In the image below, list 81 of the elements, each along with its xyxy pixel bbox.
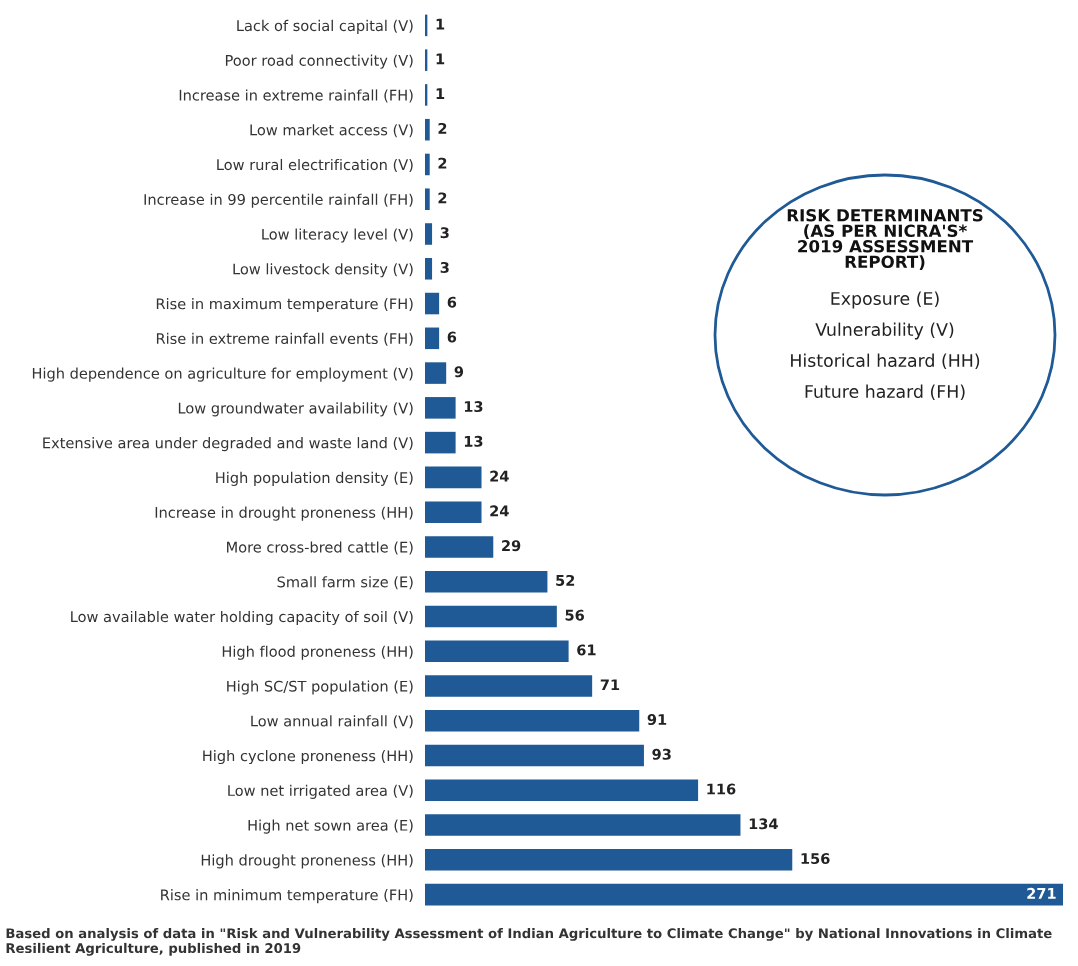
bar [425, 675, 593, 697]
data-label: 271 [1027, 887, 1056, 899]
annotation: Exposure (E) [831, 291, 939, 309]
text: Based on analysis of data in "Risk and Vulnerability Assessment of Indian Agriculture to Climate Change" by National Innovations in Climate Resilient Agriculture, published in 2019 [6, 928, 1052, 956]
bar [425, 814, 741, 836]
y-tick-label: Increase in drought proneness (HH) [155, 506, 413, 521]
y-tick-label: Low literacy level (V) [262, 228, 413, 243]
bar [425, 153, 430, 176]
y-tick-label: Lack of social capital (V) [237, 19, 413, 34]
data-label: 1 [436, 88, 445, 99]
bar [425, 188, 430, 211]
y-tick-label: Low rural electrification (V) [217, 158, 413, 172]
y-tick-label: Low groundwater availability (V) [178, 402, 413, 417]
bar [425, 431, 456, 454]
y-tick-label: Increase in 99 percentile rainfall (FH) [144, 193, 413, 208]
y-tick-label: Small farm size (E) [277, 576, 413, 590]
y-tick-label: Low livestock density (V) [233, 263, 413, 278]
bar [425, 779, 699, 802]
y-tick-label: Low net irrigated area (V) [228, 784, 413, 799]
data-label: 93 [652, 748, 671, 760]
data-label: 6 [447, 331, 457, 343]
bar [425, 605, 557, 628]
bar [425, 223, 433, 245]
data-label: 2 [438, 157, 447, 169]
y-tick-label: High cyclone proneness (HH) [203, 750, 413, 765]
bar [425, 570, 548, 593]
y-tick-label: Rise in maximum temperature (FH) [156, 298, 413, 313]
y-tick-label: High flood proneness (HH) [222, 645, 413, 660]
bar [425, 118, 430, 141]
y-tick-label: Poor road connectivity (V) [225, 54, 413, 69]
y-tick-label: High drought proneness (HH) [201, 854, 413, 869]
data-label: 24 [490, 505, 509, 517]
annotation: Vulnerability (V) [815, 322, 954, 340]
data-label: 13 [464, 435, 483, 447]
bar [425, 397, 456, 419]
y-tick-label: More cross-bred cattle (E) [227, 541, 413, 555]
annotation: Historical hazard (HH) [791, 353, 980, 370]
bar [425, 362, 447, 384]
data-label: 3 [440, 261, 449, 273]
data-label: 6 [447, 296, 457, 308]
bar [425, 257, 433, 280]
bar [425, 466, 482, 489]
data-label: 61 [577, 644, 596, 656]
data-label: 1 [436, 18, 445, 30]
bar [425, 327, 440, 350]
data-label: 13 [464, 401, 483, 413]
bar [425, 849, 793, 871]
y-tick-label: Rise in minimum temperature (FH) [161, 889, 413, 904]
bar [425, 744, 644, 767]
data-label: 91 [647, 713, 667, 725]
data-label: 3 [440, 227, 449, 239]
bar [425, 640, 569, 663]
data-label: 1 [436, 53, 445, 65]
data-label: 9 [454, 366, 464, 378]
data-label: 71 [600, 679, 620, 691]
bar [425, 883, 1063, 906]
annotation: Future hazard (FH) [805, 384, 965, 401]
y-tick-label: High net sown area (E) [248, 819, 413, 834]
bar [425, 501, 482, 523]
data-label: 2 [438, 122, 447, 134]
annotation: RISK DETERMINANTS (AS PER NICRA'S* 2019 ASSESSMENT REPORT) [787, 208, 983, 271]
y-tick-label: Low annual rainfall (V) [251, 715, 413, 729]
bar [425, 709, 640, 732]
bar [425, 292, 440, 315]
data-label: 29 [502, 540, 521, 552]
y-tick-label: Low market access (V) [250, 124, 413, 138]
data-label: 116 [707, 783, 736, 795]
y-tick-label: High SC/ST population (E) [227, 680, 413, 695]
y-tick-label: Extensive area under degraded and waste land (V) [43, 437, 413, 452]
y-tick-label: High population density (E) [216, 471, 413, 486]
data-label: 52 [556, 574, 575, 586]
data-label: 56 [565, 609, 584, 621]
data-label: 134 [749, 818, 778, 830]
y-tick-label: High dependence on agriculture for employment (V) [32, 367, 413, 382]
y-tick-label: Increase in extreme rainfall (FH) [179, 89, 413, 103]
y-tick-label: Low available water holding capacity of soil (V) [71, 610, 413, 626]
data-label: 156 [801, 853, 830, 865]
y-tick-label: Rise in extreme rainfall events (FH) [156, 332, 413, 346]
data-label: 24 [490, 470, 509, 482]
data-label: 2 [438, 192, 447, 204]
bar [425, 536, 494, 558]
